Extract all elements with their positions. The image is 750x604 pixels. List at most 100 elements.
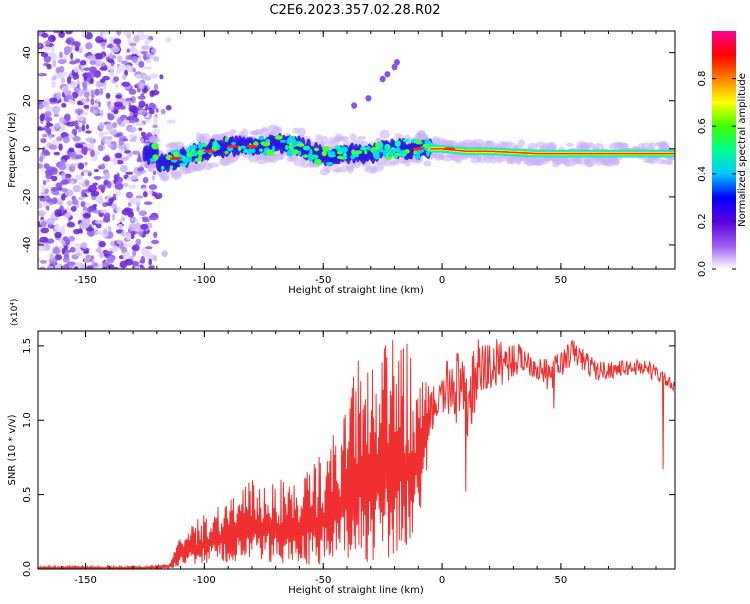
- noise-blob: [98, 122, 105, 130]
- noise-blob: [51, 35, 56, 41]
- ridge-haze: [586, 158, 594, 167]
- noise-blob: [49, 97, 58, 103]
- noise-blob: [46, 121, 51, 128]
- ridge-blob: [302, 154, 309, 158]
- ridge-haze: [229, 129, 237, 135]
- noise-blob: [85, 130, 92, 134]
- snr-y-tick-label: 0.5: [22, 487, 33, 503]
- noise-blob: [66, 200, 73, 206]
- noise-blob: [38, 43, 42, 48]
- noise-blob: [79, 229, 83, 234]
- ridge-blob: [336, 155, 344, 160]
- noise-blob: [40, 227, 50, 234]
- noise-blob: [113, 109, 119, 115]
- noise-blob: [74, 108, 84, 115]
- colorbar-label: Normalized spectral amplitude: [737, 73, 748, 227]
- ridge-blob: [330, 151, 336, 157]
- ridge-blob: [350, 154, 356, 160]
- ridge-haze: [160, 172, 170, 182]
- noise-blob: [160, 108, 166, 115]
- noise-blob: [125, 191, 134, 199]
- noise-blob: [141, 216, 149, 220]
- ridge-peak: [412, 147, 425, 151]
- ridge-blob: [190, 144, 197, 150]
- noise-blob: [90, 97, 95, 106]
- noise-blob: [77, 196, 84, 201]
- ridge-blob: [404, 149, 410, 154]
- noise-blob: [112, 193, 117, 201]
- noise-blob: [60, 187, 69, 193]
- snr-x-tick-label: -100: [193, 575, 216, 586]
- noise-blob: [98, 251, 105, 259]
- noise-blob: [116, 239, 122, 244]
- noise-blob: [49, 253, 55, 261]
- noise-blob: [83, 67, 91, 71]
- ridge-blob: [384, 143, 391, 151]
- noise-blob: [57, 59, 67, 65]
- noise-blob: [90, 190, 100, 197]
- noise-blob: [132, 150, 141, 155]
- ridge-blob: [188, 146, 192, 153]
- noise-blob: [144, 39, 153, 43]
- noise-blob: [89, 77, 94, 85]
- ridge-blob: [151, 142, 160, 150]
- ridge-blob: [149, 157, 155, 163]
- noise-blob: [65, 31, 73, 35]
- noise-blob: [135, 218, 139, 223]
- noise-blob: [132, 67, 137, 73]
- noise-blob: [128, 134, 135, 138]
- noise-blob: [138, 60, 145, 68]
- ridge-peak: [443, 147, 456, 151]
- ridge-blob: [271, 145, 276, 152]
- noise-blob: [150, 48, 157, 54]
- ridge-haze: [300, 161, 309, 169]
- noise-blob: [68, 147, 75, 153]
- ridge-haze: [423, 160, 432, 167]
- spectrogram-x-tick-label: 50: [555, 275, 568, 286]
- noise-blob: [99, 78, 106, 83]
- noise-blob: [111, 213, 116, 221]
- ridge-haze: [261, 126, 269, 133]
- noise-blob: [132, 111, 138, 118]
- noise-blob: [140, 72, 148, 80]
- noise-blob: [141, 110, 146, 116]
- noise-blob: [148, 214, 158, 221]
- feature-point: [391, 63, 398, 71]
- noise-blob: [79, 49, 83, 54]
- noise-blob: [69, 151, 77, 159]
- noise-blob: [97, 144, 104, 151]
- noise-blob: [92, 203, 98, 208]
- noise-blob: [125, 97, 134, 102]
- noise-blob: [42, 133, 48, 138]
- noise-blob: [63, 50, 70, 56]
- noise-blob: [75, 143, 84, 149]
- noise-blob: [113, 159, 118, 166]
- noise-blob: [105, 92, 111, 99]
- noise-blob: [151, 128, 160, 136]
- noise-blob: [124, 150, 132, 154]
- noise-blob: [52, 31, 61, 34]
- noise-blob: [99, 88, 104, 96]
- noise-blob: [94, 262, 98, 267]
- noise-blob: [129, 120, 136, 124]
- noise-blob: [104, 131, 109, 135]
- snr-ticks: -150 -100 -50 0 50 0.0 0.5 1.0 1.5: [22, 331, 675, 586]
- colorbar-tick-label: 0.0: [697, 261, 708, 277]
- ridge-blob: [354, 150, 363, 155]
- ridge-blob: [395, 147, 401, 153]
- noise-blob: [72, 184, 82, 193]
- noise-blob: [38, 100, 43, 105]
- ridge-blob: [312, 155, 318, 160]
- noise-blob: [115, 206, 121, 213]
- noise-blob: [100, 41, 106, 47]
- noise-blob: [138, 58, 143, 62]
- noise-blob: [62, 136, 70, 144]
- noise-blob: [58, 31, 66, 39]
- noise-blob: [94, 59, 102, 67]
- noise-blob: [138, 100, 146, 108]
- noise-blob: [132, 250, 137, 257]
- noise-blob: [38, 156, 44, 163]
- feature-point: [351, 102, 358, 109]
- spectrogram-x-tick-label: -100: [193, 275, 216, 286]
